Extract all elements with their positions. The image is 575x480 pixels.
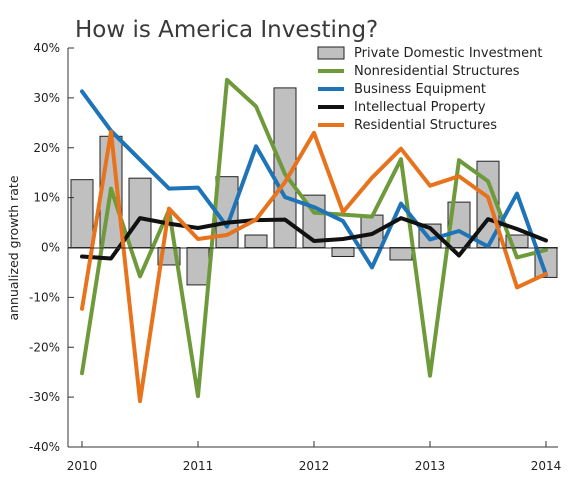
bar-private-domestic-investment [389,247,413,261]
legend-swatch-private-domestic-investment [317,46,345,60]
y-tick-label: 0% [41,241,60,255]
x-tick-label: 2013 [415,459,446,473]
y-tick-label: -10% [29,290,60,304]
y-axis-label: annualized growth rate [6,175,21,320]
y-tick-label: -40% [29,440,60,454]
legend-label-business-equipment: Business Equipment [354,82,486,97]
series-line-business-equipment [80,89,548,277]
legend-label-nonresidential-structures: Nonresidential Structures [354,64,520,79]
bar-private-domestic-investment [128,177,152,248]
x-tick-label: 2010 [67,459,98,473]
chart-title: How is America Investing? [75,17,378,43]
y-tick-label: 30% [33,91,60,105]
bar-private-domestic-investment [244,234,268,248]
bar-private-domestic-investment [70,179,94,248]
x-tick-label: 2011 [183,459,214,473]
series-line-nonresidential-structures [80,77,548,399]
series-line-intellectual-property [80,216,548,261]
bar-private-domestic-investment [331,247,355,257]
legend-label-private-domestic-investment: Private Domestic Investment [354,46,542,61]
x-tick-label: 2014 [531,459,562,473]
y-tick-label: -30% [29,390,60,404]
legend-label-intellectual-property: Intellectual Property [354,100,486,115]
bar-private-domestic-investment [186,247,210,286]
y-tick-label: -20% [29,340,60,354]
x-tick-label: 2012 [299,459,330,473]
y-tick-label: 20% [33,141,60,155]
y-tick-label: 40% [33,41,60,55]
y-tick-label: 10% [33,191,60,205]
series-line-residential-structures [80,129,548,404]
legend-label-residential-structures: Residential Structures [354,118,497,133]
